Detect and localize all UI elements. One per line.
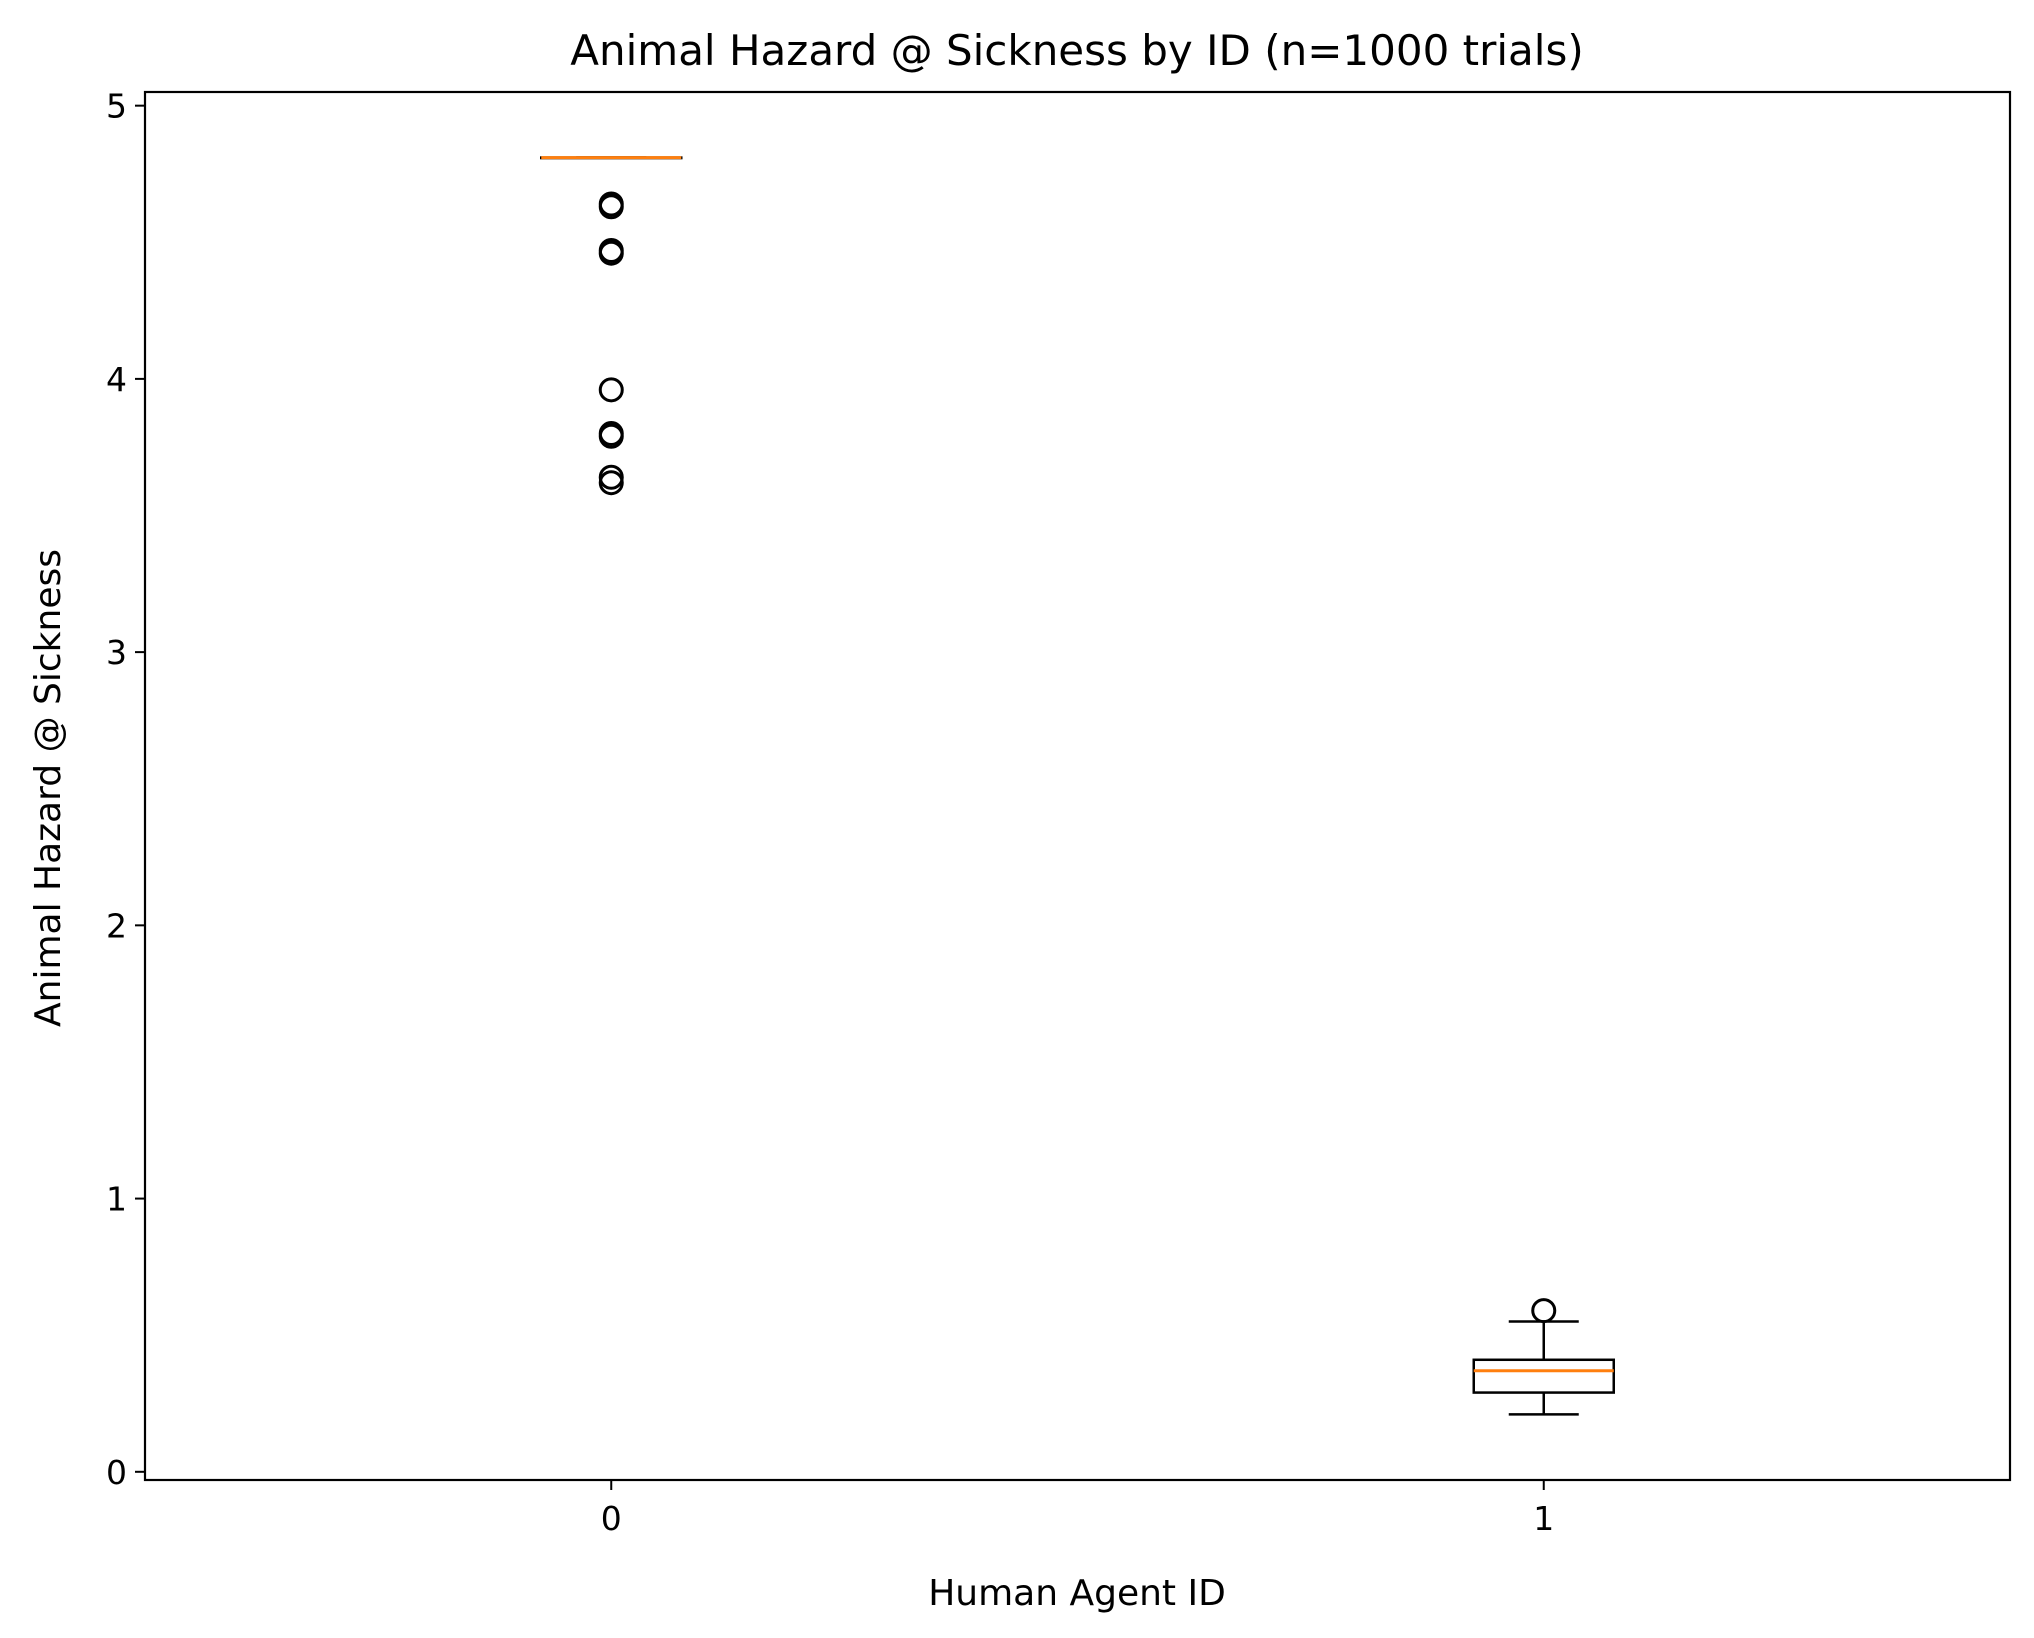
box-group-1	[1472, 1298, 1615, 1416]
y-tick-label: 1	[106, 1180, 127, 1219]
y-tick-label: 2	[106, 906, 127, 945]
outlier-point	[598, 470, 624, 496]
y-axis: 0 1 2 3 4 5	[106, 87, 145, 1492]
x-axis-label: Human Agent ID	[928, 1573, 1226, 1614]
outlier-point	[598, 377, 624, 403]
y-tick-label: 3	[106, 633, 127, 672]
x-tick-label: 1	[1533, 1499, 1554, 1538]
outlier-point	[598, 423, 624, 449]
y-tick-label: 4	[106, 360, 127, 399]
y-tick-label: 5	[106, 87, 127, 126]
boxes-layer	[540, 156, 1615, 1416]
iqr-box	[1472, 1358, 1615, 1394]
axes-frame	[143, 90, 2012, 1482]
outlier-point	[598, 194, 624, 220]
chart-title: Animal Hazard @ Sickness by ID (n=1000 t…	[570, 26, 1583, 75]
y-tick-label: 0	[106, 1453, 127, 1492]
box-group-0	[540, 156, 683, 496]
y-axis-label: Animal Hazard @ Sickness	[28, 549, 69, 1027]
x-tick-label: 0	[601, 1499, 622, 1538]
outlier-point	[598, 240, 624, 266]
outlier-point	[1531, 1298, 1557, 1324]
